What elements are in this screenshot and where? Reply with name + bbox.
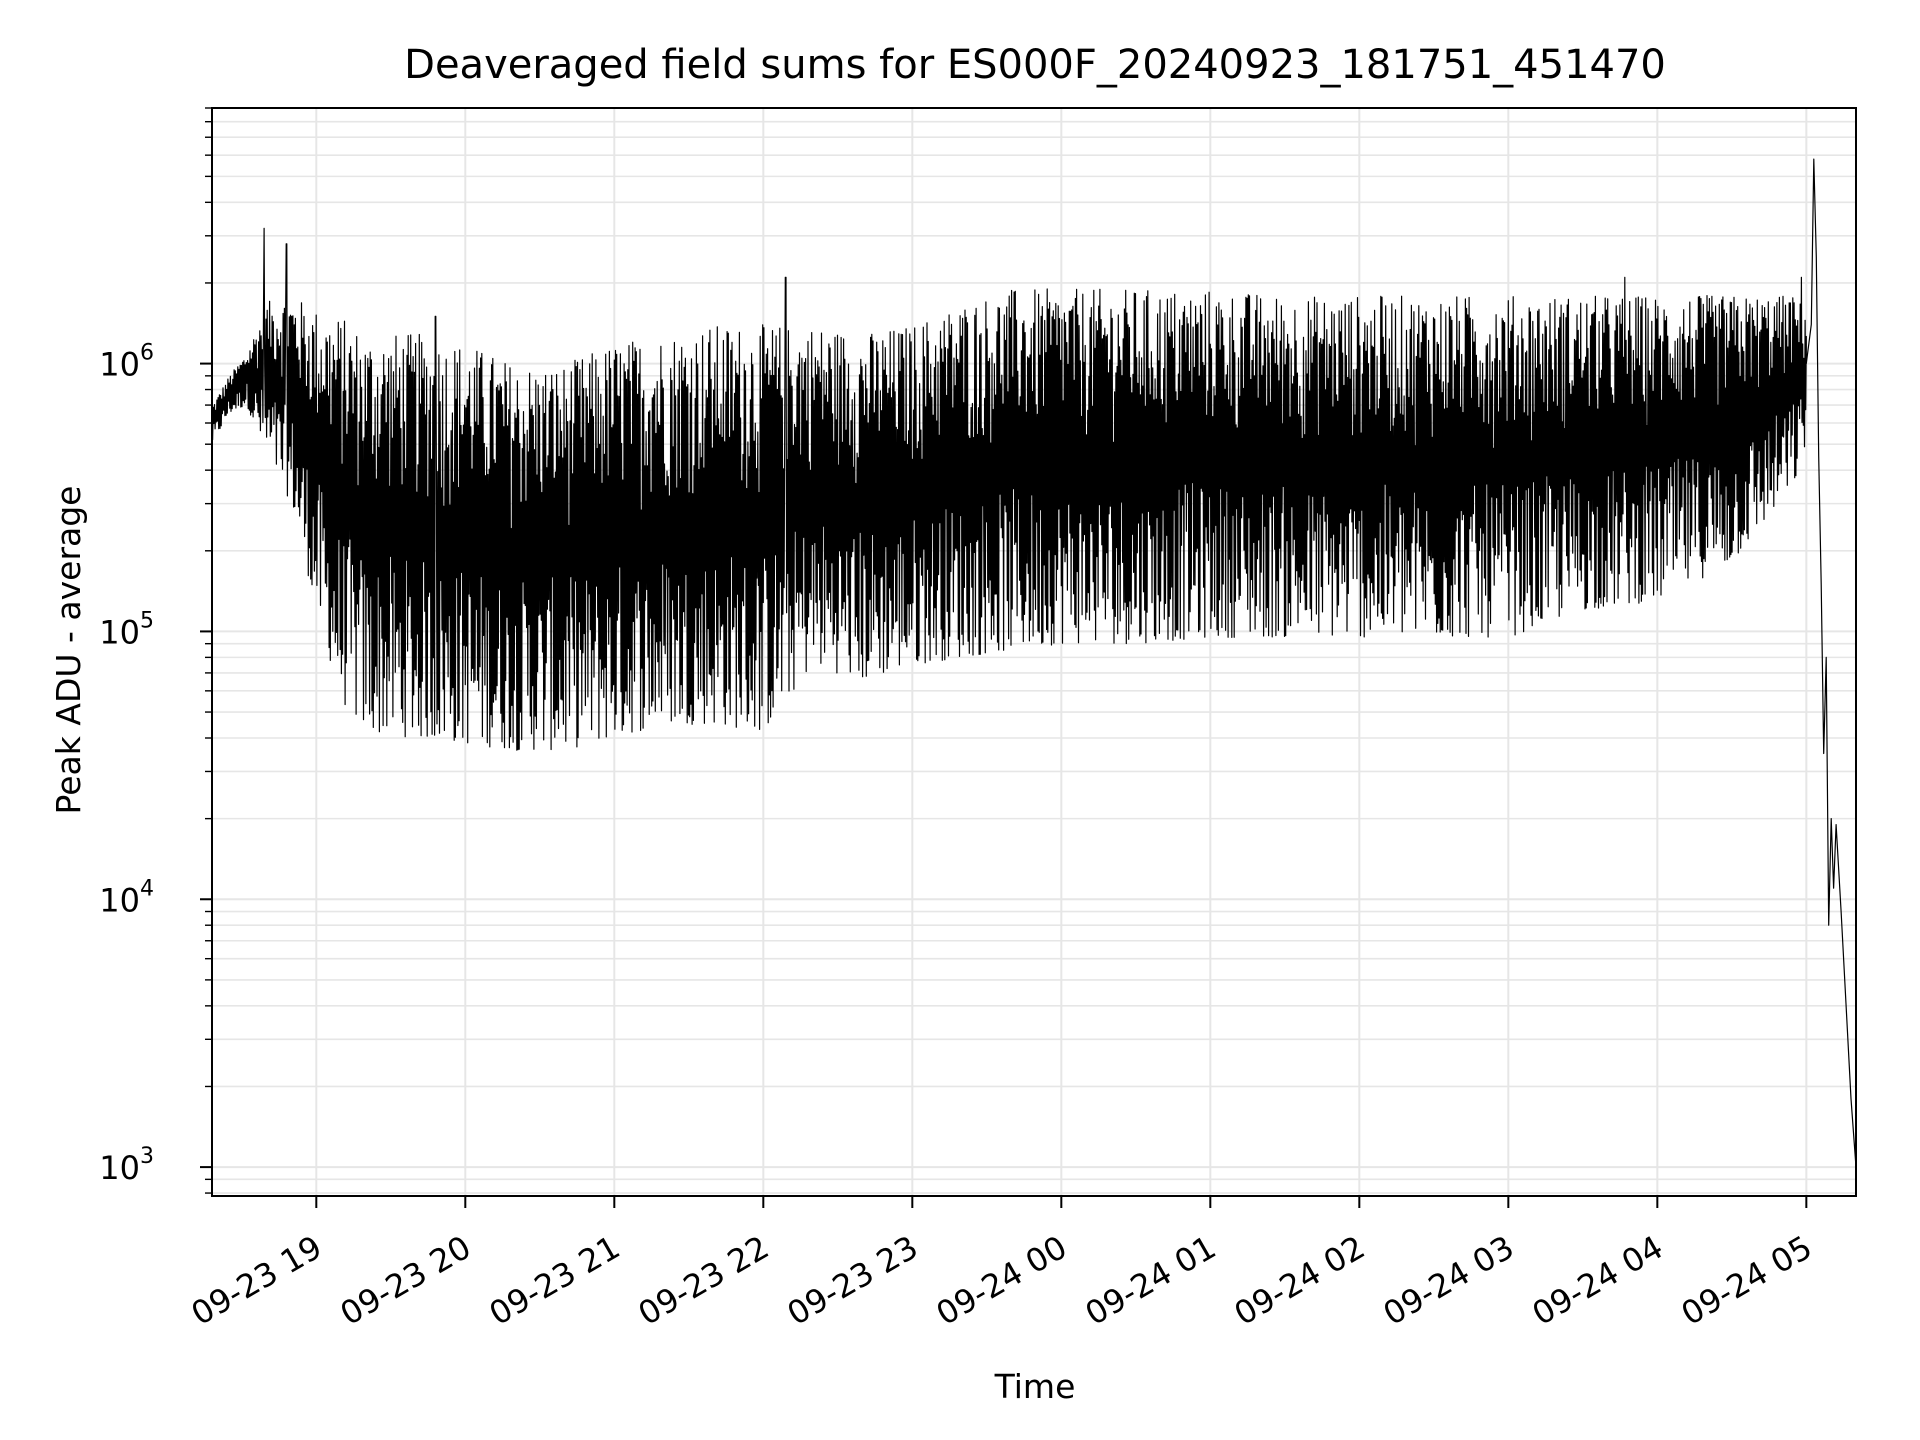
y-tick-label: 104: [99, 876, 154, 919]
y-tick-label: 106: [99, 341, 154, 384]
chart-title: Deaveraged field sums for ES000F_2024092…: [404, 42, 1666, 88]
y-axis-label: Peak ADU - average: [49, 486, 88, 815]
y-tick-label: 105: [99, 608, 154, 651]
y-tick-label: 103: [99, 1144, 154, 1187]
y-tick-exponent: 5: [140, 608, 154, 633]
y-tick-base: 10: [99, 346, 140, 384]
plot-frame: [211, 107, 1857, 1197]
y-tick-base: 10: [99, 1149, 140, 1187]
y-tick-exponent: 6: [140, 341, 154, 366]
y-tick-exponent: 3: [140, 1144, 154, 1169]
series-path: [211, 158, 1857, 1168]
y-tick-exponent: 4: [140, 876, 154, 901]
x-axis-label: Time: [994, 1367, 1076, 1406]
y-tick-base: 10: [99, 881, 140, 919]
series-line: [211, 158, 1857, 1168]
y-tick-base: 10: [99, 613, 140, 651]
